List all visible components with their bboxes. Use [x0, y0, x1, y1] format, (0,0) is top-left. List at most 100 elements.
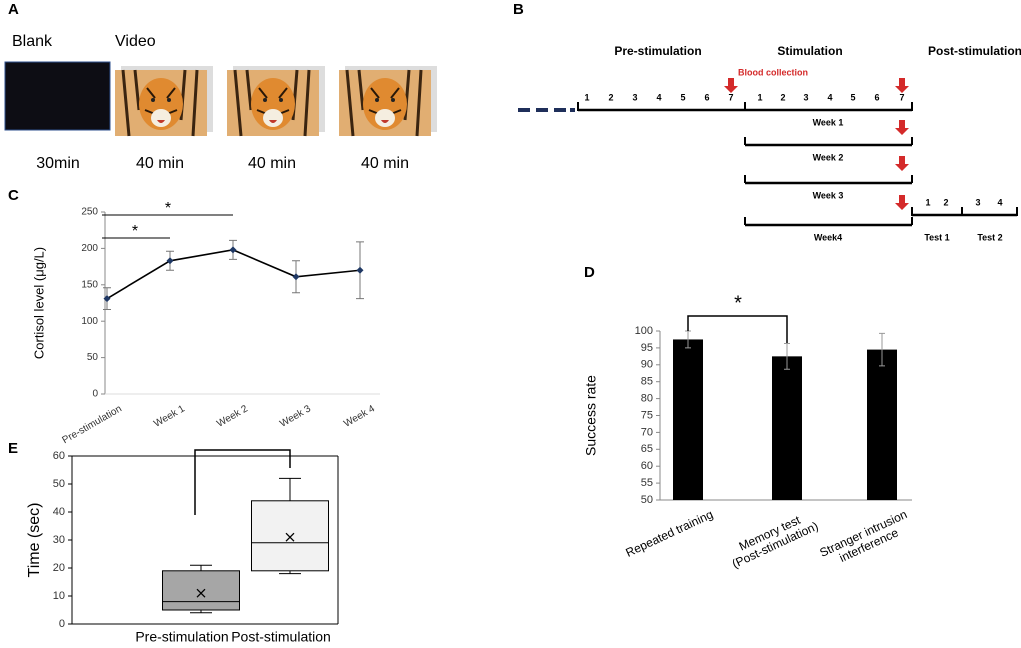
y-tick-label: 0 [92, 389, 98, 400]
duration-label: 40 min [361, 155, 409, 172]
x-tick-label: Pre-stimulation [135, 629, 228, 645]
y-axis-title: Time (sec) [26, 503, 43, 578]
y-tick-label: 250 [81, 207, 98, 218]
test-label: Test 2 [977, 232, 1002, 242]
test-day-label: 4 [997, 197, 1002, 207]
y-tick-label: 50 [641, 494, 653, 506]
day-label: 2 [608, 92, 613, 102]
test-day-label: 3 [975, 197, 980, 207]
panel-label: A [8, 1, 19, 18]
data-point [103, 295, 111, 303]
y-tick-label: 80 [641, 393, 653, 405]
sig-bracket [687, 315, 788, 343]
x-tick-label: Week 2 [215, 403, 250, 430]
panel-label: E [8, 440, 18, 457]
data-point [229, 246, 237, 254]
blood-arrow [895, 195, 909, 210]
y-tick-label: 100 [635, 325, 653, 337]
sig-star: * [165, 200, 171, 217]
day-label: 4 [827, 92, 832, 102]
day-label: 1 [584, 92, 589, 102]
y-tick-label: 70 [641, 426, 653, 438]
blood-arrow [895, 78, 909, 93]
x-tick-label: Post-stimulation [231, 629, 331, 645]
phase-label: Blank [12, 33, 53, 50]
error-bar [879, 332, 885, 367]
day-label: 7 [728, 92, 733, 102]
bar [867, 349, 897, 500]
y-tick-label: 75 [641, 409, 653, 421]
test-day-label: 1 [925, 197, 930, 207]
day-label: 7 [899, 92, 904, 102]
sig-star: * [132, 223, 138, 240]
y-tick-label: 60 [641, 460, 653, 472]
week-label: Week4 [814, 232, 842, 242]
panel-label: B [513, 1, 524, 18]
duration-label: 30min [36, 155, 80, 172]
x-tick-label: Pre-stimulation [61, 403, 124, 446]
day-label: 6 [704, 92, 709, 102]
phase-label: Video [115, 33, 156, 50]
blood-collection-label: Blood collection [738, 67, 808, 77]
y-tick-label: 65 [641, 443, 653, 455]
week-label: Week 1 [813, 117, 844, 127]
day-label: 5 [680, 92, 685, 102]
blood-arrow [895, 156, 909, 171]
mean-marker [285, 532, 295, 542]
y-tick-label: 200 [81, 243, 98, 254]
y-tick-label: 20 [53, 562, 65, 574]
y-tick-label: 50 [53, 478, 65, 490]
y-tick-label: 40 [53, 506, 65, 518]
x-tick-label: Week 4 [342, 403, 377, 430]
box [251, 500, 329, 572]
day-label: 2 [780, 92, 785, 102]
phase-header: Pre-stimulation [614, 44, 701, 58]
whisker [190, 564, 212, 571]
y-tick-label: 60 [53, 450, 65, 462]
y-tick-label: 55 [641, 477, 653, 489]
x-tick-label: Week 1 [152, 403, 187, 430]
day-label: 3 [632, 92, 637, 102]
bar [673, 339, 703, 500]
y-tick-label: 85 [641, 376, 653, 388]
y-tick-label: 0 [59, 618, 65, 630]
phase-header: Stimulation [777, 44, 842, 58]
sig-star: * [734, 292, 742, 314]
y-tick-label: 30 [53, 534, 65, 546]
day-label: 6 [874, 92, 879, 102]
data-point [356, 266, 364, 274]
data-point [166, 257, 174, 265]
phase-header: Post-stimulation [928, 44, 1021, 58]
duration-label: 40 min [248, 155, 296, 172]
blank-screen [4, 61, 111, 131]
duration-label: 40 min [136, 155, 184, 172]
error-bar [784, 343, 790, 370]
y-tick-label: 90 [641, 359, 653, 371]
comparison-bracket [194, 449, 291, 515]
panel-label: D [584, 264, 595, 281]
box [162, 570, 240, 611]
day-label: 5 [850, 92, 855, 102]
day-label: 4 [656, 92, 661, 102]
video-frame [225, 66, 325, 138]
week-label: Week 3 [813, 190, 844, 200]
blood-arrow [724, 78, 738, 93]
y-tick-label: 95 [641, 342, 653, 354]
day-label: 3 [803, 92, 808, 102]
blood-arrow [895, 120, 909, 135]
x-tick-label: Week 3 [278, 403, 313, 430]
y-tick-label: 10 [53, 590, 65, 602]
y-tick-label: 100 [81, 316, 98, 327]
panel-label: C [8, 187, 19, 204]
data-point [292, 273, 300, 281]
mean-marker [196, 588, 206, 598]
y-axis-title: Success rate [583, 375, 599, 456]
day-label: 1 [757, 92, 762, 102]
week-label: Week 2 [813, 152, 844, 162]
whisker [279, 477, 301, 501]
y-tick-label: 150 [81, 279, 98, 290]
test-day-label: 2 [943, 197, 948, 207]
bar [772, 356, 802, 500]
